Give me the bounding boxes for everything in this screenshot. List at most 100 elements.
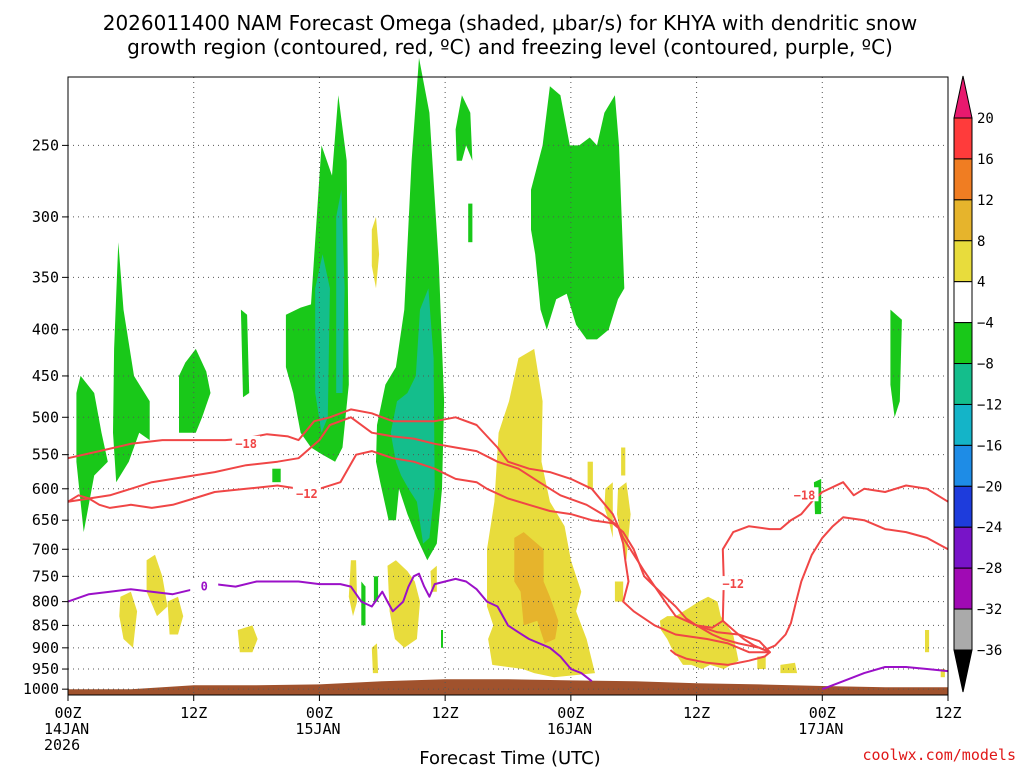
y-tick-label-300: 300 — [32, 208, 59, 226]
frz-contour-label-bg-5 — [190, 578, 219, 593]
colorbar-top-arrow — [953, 75, 973, 119]
omega-region-11 — [468, 203, 473, 243]
colorbar-box-7 — [953, 403, 973, 446]
y-tick-label-400: 400 — [32, 321, 59, 339]
colorbar-label-7: −12 — [977, 397, 1002, 413]
colorbar-label-5: −4 — [977, 316, 994, 332]
chart-title-line-2: growth region (contoured, red, ºC) and f… — [127, 35, 893, 59]
x-tick-label-60-0: 12Z — [683, 704, 710, 722]
dgz-contour-4 — [764, 516, 949, 651]
colorbar-box-8 — [953, 444, 973, 487]
colorbar-box-5 — [953, 322, 973, 365]
dgz-contour-label-0: −18 — [235, 437, 257, 451]
dgz-contour-label-1: −12 — [296, 487, 318, 501]
x-tick-label-24-1: 15JAN — [295, 720, 340, 738]
plot-frame — [67, 76, 949, 696]
y-tick-label-600: 600 — [32, 480, 59, 498]
dgz-contour-label-4: −18 — [794, 488, 816, 502]
y-tick-label-950: 950 — [32, 660, 59, 678]
frz-contour-6 — [821, 666, 949, 691]
colorbar-box-12 — [953, 608, 973, 651]
x-axis-label: Forecast Time (UTC) — [419, 748, 600, 768]
y-tick-label-750: 750 — [32, 567, 59, 585]
dgz-contour-3 — [722, 620, 766, 651]
credit-link[interactable]: coolwx.com/models — [862, 746, 1016, 764]
colorbar-box-11 — [953, 567, 973, 610]
y-tick-label-500: 500 — [32, 408, 59, 426]
omega-region-16 — [373, 576, 379, 602]
x-tick-label-0-2: 2026 — [44, 736, 80, 754]
colorbar-box-4 — [953, 281, 973, 324]
omega-region-27 — [487, 348, 595, 678]
dgz-contour-0 — [67, 408, 949, 629]
plot-area: −18 −12 −12 −18 0 — [67, 57, 949, 696]
omega-region-3 — [240, 309, 250, 398]
omega-region-25 — [387, 560, 420, 648]
omega-region-31 — [617, 482, 631, 561]
colorbar: 20 16 12 8 4 −4 −8 −12 −16 −20 −24 −28 −32 −36 — [953, 75, 1002, 693]
terrain-area — [68, 679, 948, 695]
y-tick-label-900: 900 — [32, 639, 59, 657]
x-tick-label-48-0: 00Z — [557, 704, 584, 722]
x-tick-label-24-0: 00Z — [306, 704, 333, 722]
dgz-contour-2 — [669, 624, 771, 666]
y-tick-label-350: 350 — [32, 268, 59, 286]
omega-region-36 — [780, 662, 798, 674]
omega-region-24 — [371, 643, 379, 674]
omega-region-0 — [76, 375, 108, 533]
x-tick-label-12-0: 12Z — [180, 704, 207, 722]
dgz-contour-label-bg-0 — [232, 435, 261, 450]
omega-region-5 — [285, 95, 349, 462]
omega-region-14 — [890, 309, 902, 418]
y-axis: 250 300 350 400 450 500 550 600 650 700 750 800 850 9… — [23, 136, 68, 698]
colorbar-label-10: −24 — [977, 520, 1002, 536]
omega-region-33 — [614, 581, 624, 602]
colorbar-box-2 — [953, 199, 973, 242]
x-tick-label-84-0: 12Z — [934, 704, 961, 722]
omega-region-32 — [621, 447, 626, 476]
dgz-contour-label-2: −12 — [722, 577, 744, 591]
omega-region-19 — [146, 554, 168, 617]
y-tick-label-700: 700 — [32, 540, 59, 558]
colorbar-label-3: 8 — [977, 234, 985, 250]
omega-region-17 — [441, 630, 443, 648]
omega-region-18 — [371, 216, 380, 289]
y-tick-label-450: 450 — [32, 367, 59, 385]
omega-region-34 — [659, 596, 739, 669]
colorbar-box-9 — [953, 485, 973, 528]
x-tick-label-36-0: 12Z — [432, 704, 459, 722]
omega-region-10 — [455, 95, 473, 161]
omega-region-22 — [237, 625, 258, 653]
omega-region-9 — [390, 288, 435, 544]
omega-region-1 — [113, 242, 150, 483]
omega-region-6 — [315, 254, 330, 433]
omega-region-21 — [167, 596, 184, 635]
y-tick-label-550: 550 — [32, 446, 59, 464]
dgz-contour-label-bg-4 — [790, 487, 819, 502]
y-tick-label-850: 850 — [32, 616, 59, 634]
colorbar-label-4: 4 — [977, 275, 985, 291]
x-tick-label-48-1: 16JAN — [547, 720, 592, 738]
omega-region-20 — [119, 591, 138, 648]
omega-region-29 — [587, 461, 593, 489]
colorbar-label-8: −16 — [977, 438, 1002, 454]
colorbar-bottom-arrow — [953, 649, 973, 693]
y-tick-label-800: 800 — [32, 593, 59, 611]
x-tick-label-0-0: 00Z — [54, 704, 81, 722]
terrain-layer — [68, 679, 948, 695]
colorbar-box-10 — [953, 526, 973, 569]
omega-region-35 — [757, 656, 766, 669]
colorbar-box-6 — [953, 363, 973, 405]
omega-region-28 — [514, 532, 559, 644]
frz-contour-label-5: 0 — [201, 580, 208, 594]
colorbar-label-1: 16 — [977, 152, 994, 168]
x-tick-label-72-0: 00Z — [809, 704, 836, 722]
colorbar-label-6: −8 — [977, 357, 994, 373]
colorbar-label-13: −36 — [977, 643, 1002, 659]
colorbar-label-2: 12 — [977, 193, 994, 209]
x-tick-label-72-1: 17JAN — [798, 720, 843, 738]
dgz-contour-label-bg-2 — [719, 576, 748, 591]
colorbar-box-3 — [953, 240, 973, 283]
y-tick-label-650: 650 — [32, 511, 59, 529]
